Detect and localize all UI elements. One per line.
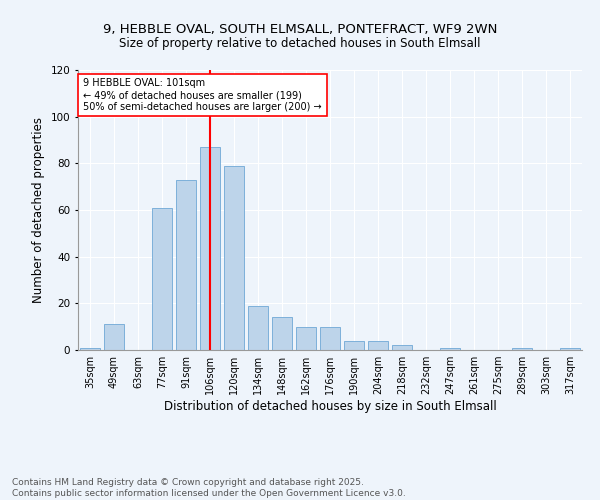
Bar (344, 340, 364, 350)
Bar (368, 340, 388, 350)
Bar (152, 208, 172, 350)
Text: 9 HEBBLE OVAL: 101sqm
← 49% of detached houses are smaller (199)
50% of semi-det: 9 HEBBLE OVAL: 101sqm ← 49% of detached … (83, 78, 322, 112)
Bar (440, 348, 460, 350)
Bar (224, 166, 244, 350)
Text: Size of property relative to detached houses in South Elmsall: Size of property relative to detached ho… (119, 38, 481, 51)
Bar (296, 326, 316, 350)
Bar (176, 180, 196, 350)
X-axis label: Distribution of detached houses by size in South Elmsall: Distribution of detached houses by size … (164, 400, 496, 413)
Bar (248, 306, 268, 350)
Text: Contains HM Land Registry data © Crown copyright and database right 2025.
Contai: Contains HM Land Registry data © Crown c… (12, 478, 406, 498)
Bar (560, 348, 580, 350)
Bar (320, 326, 340, 350)
Bar (80, 348, 100, 350)
Y-axis label: Number of detached properties: Number of detached properties (32, 117, 45, 303)
Bar (200, 147, 220, 350)
Bar (392, 346, 412, 350)
Bar (512, 348, 532, 350)
Text: 9, HEBBLE OVAL, SOUTH ELMSALL, PONTEFRACT, WF9 2WN: 9, HEBBLE OVAL, SOUTH ELMSALL, PONTEFRAC… (103, 22, 497, 36)
Bar (272, 318, 292, 350)
Bar (104, 324, 124, 350)
